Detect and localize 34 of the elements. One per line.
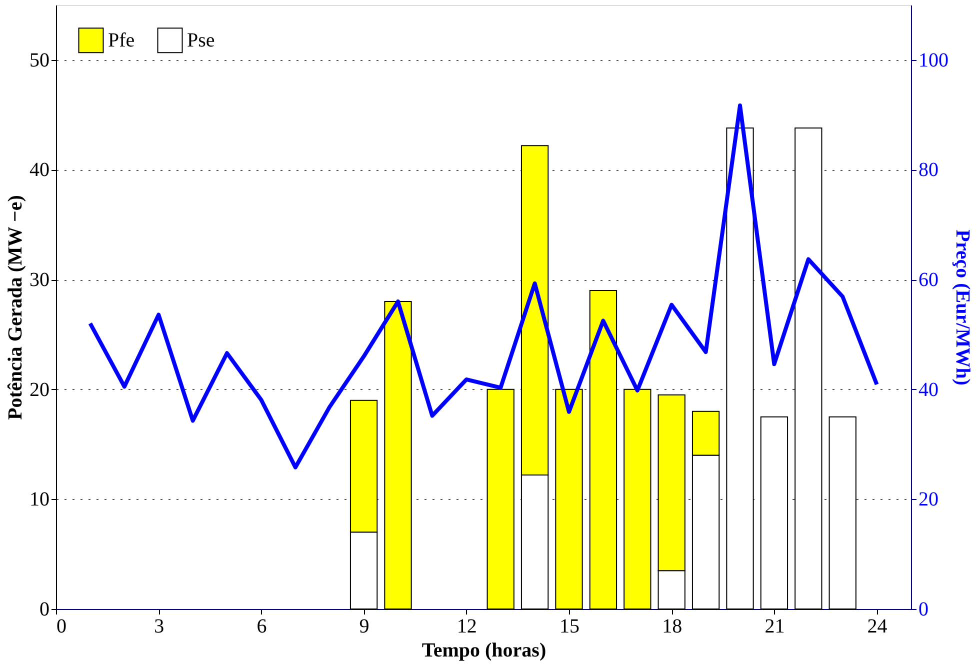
y2-tick-label: 20 [918, 488, 938, 511]
x-tick-label: 15 [560, 616, 580, 638]
bar [589, 290, 618, 610]
bar [624, 388, 652, 610]
y-tick-label: 40 [30, 159, 50, 182]
line-series [88, 103, 879, 470]
y-tick-label: 10 [30, 488, 50, 511]
y-axis-title: Potência Gerada (MW −e) [4, 195, 26, 420]
bar [828, 416, 856, 610]
legend-label: Pfe [108, 29, 135, 52]
x-tick-label: 21 [764, 616, 785, 638]
x-tick-label: 9 [359, 616, 370, 638]
x-tick-label: 24 [867, 616, 888, 638]
x-tick-label: 6 [256, 616, 267, 638]
x-tick-label: 3 [154, 616, 164, 638]
x-axis-title: Tempo (horas) [422, 640, 546, 662]
bar [794, 127, 822, 610]
bar [486, 388, 514, 610]
legend-label: Pse [187, 29, 215, 52]
x-tick-label: 0 [56, 616, 66, 638]
y-tick-label: 20 [30, 378, 50, 401]
y2-tick-label: 60 [918, 269, 938, 292]
y2-tick-label: 80 [918, 159, 938, 182]
y2-tick-label: 100 [918, 49, 948, 72]
x-tick-label: 12 [456, 616, 477, 638]
x-tick-label: 18 [662, 616, 682, 638]
bar [384, 301, 412, 610]
y-tick-label: 30 [30, 269, 50, 292]
y2-tick-label: 40 [918, 378, 938, 401]
y2-tick-label: 0 [918, 598, 928, 620]
y-tick-label: 50 [30, 49, 50, 72]
y-tick-label: 0 [40, 598, 50, 620]
y2-axis-title: Preço (Eur/MWh) [952, 230, 974, 386]
bar [726, 127, 754, 610]
